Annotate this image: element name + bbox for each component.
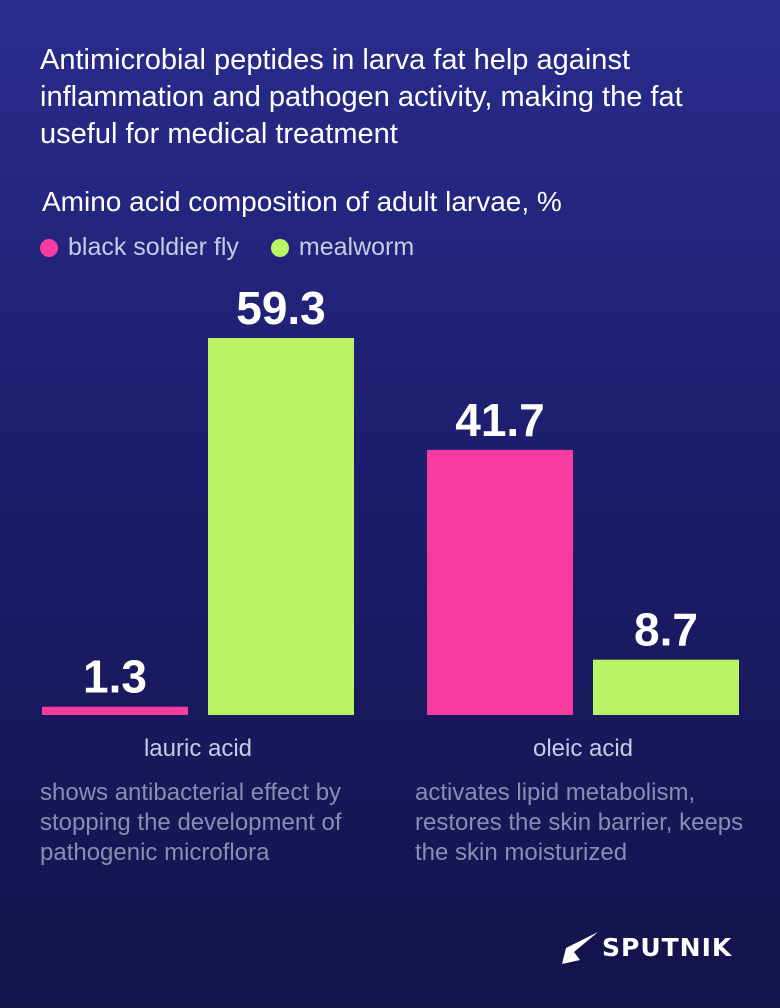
- description-lauric-acid: shows antibacterial effect by stopping t…: [40, 779, 342, 866]
- value-label-black-soldier-fly-lauric-acid: 1.3: [83, 651, 147, 703]
- bar-mealworm-oleic-acid: [593, 659, 739, 715]
- bar-black-soldier-fly-oleic-acid: [427, 449, 573, 715]
- legend-label-black-soldier-fly: black soldier fly: [68, 233, 239, 261]
- bar-mealworm-lauric-acid: [208, 338, 354, 715]
- category-label-oleic-acid: oleic acid: [533, 735, 633, 762]
- logo-text: SPUTNIK: [602, 932, 733, 962]
- legend-dot-mealworm: [270, 238, 289, 257]
- legend-item-mealworm: mealworm: [270, 233, 415, 262]
- category-label-lauric-acid: lauric acid: [144, 735, 252, 762]
- legend-dot-black-soldier-fly: [40, 238, 58, 257]
- chart-title: Amino acid composition of adult larvae, …: [42, 186, 562, 217]
- bar-chart: 1.3 59.3 lauric acid 41.7 8.7 oleic acid: [42, 282, 739, 762]
- bar-black-soldier-fly-lauric-acid: [42, 706, 188, 715]
- value-label-mealworm-oleic-acid: 8.7: [634, 604, 698, 656]
- headline: Antimicrobial peptides in larva fat help…: [40, 44, 683, 150]
- sputnik-arrow-icon: [562, 932, 598, 964]
- value-label-black-soldier-fly-oleic-acid: 41.7: [455, 394, 545, 446]
- legend: black soldier fly mealworm: [40, 233, 446, 262]
- legend-label-mealworm: mealworm: [298, 233, 415, 261]
- sputnik-logo: SPUTNIK: [560, 930, 732, 964]
- description-oleic-acid: activates lipid metabolism, restores the…: [415, 779, 744, 866]
- value-label-mealworm-lauric-acid: 59.3: [236, 282, 326, 334]
- legend-item-black-soldier-fly: black soldier fly: [40, 233, 239, 262]
